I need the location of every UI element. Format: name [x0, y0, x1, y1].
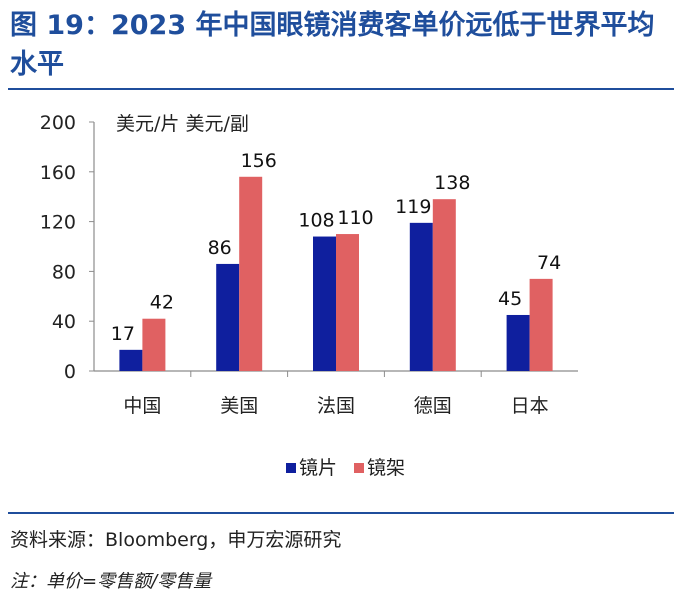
data-label: 74 [537, 252, 561, 274]
data-label: 86 [208, 237, 232, 259]
data-label: 42 [150, 292, 174, 314]
y-tick-label: 120 [40, 212, 76, 234]
data-label: 119 [395, 196, 431, 218]
y-tick-label: 40 [52, 311, 76, 333]
title-divider [8, 88, 674, 90]
x-tick-label: 美国 [220, 395, 258, 417]
legend-swatch [286, 463, 296, 473]
y-tick-label: 160 [40, 162, 76, 184]
bar-lens [119, 349, 143, 371]
legend-label: 镜架 [367, 457, 405, 479]
x-tick-label: 日本 [511, 395, 549, 417]
x-tick-label: 法国 [317, 395, 355, 417]
y-axis-label: 美元/片 美元/副 [116, 113, 249, 135]
bar-frame [239, 176, 263, 371]
legend-label: 镜片 [299, 457, 337, 479]
bar-lens [506, 314, 530, 371]
bar-frame [529, 278, 553, 371]
data-label: 17 [111, 323, 135, 345]
footnote-text: 注：单价=零售额/零售量 [10, 571, 212, 592]
y-tick-label: 0 [64, 361, 76, 383]
page-title: 图 19：2023 年中国眼镜消费客单价远低于世界平均水平 [10, 10, 655, 80]
source-divider [8, 512, 674, 514]
source-text: 资料来源：Bloomberg，申万宏源研究 [10, 529, 342, 551]
x-tick-label: 中国 [123, 395, 161, 417]
data-label: 156 [241, 150, 277, 172]
y-tick-label: 80 [52, 261, 76, 283]
data-label: 110 [337, 207, 373, 229]
y-tick-label: 200 [40, 112, 76, 134]
bar-lens [313, 236, 336, 371]
bar-lens [216, 263, 240, 371]
data-label: 138 [434, 172, 470, 194]
data-label: 45 [498, 288, 522, 310]
bar-frame [336, 234, 359, 371]
bar-lens [409, 222, 433, 371]
bar-frame [432, 199, 456, 371]
legend-swatch [354, 463, 364, 473]
data-label: 108 [298, 210, 334, 232]
x-tick-label: 德国 [414, 395, 452, 417]
bar-chart: 美元/片 美元/副 0 40 80 120 160 200 中国 美国 法国 德国 日本 17 42 8… [40, 112, 578, 479]
bar-frame [142, 318, 166, 371]
